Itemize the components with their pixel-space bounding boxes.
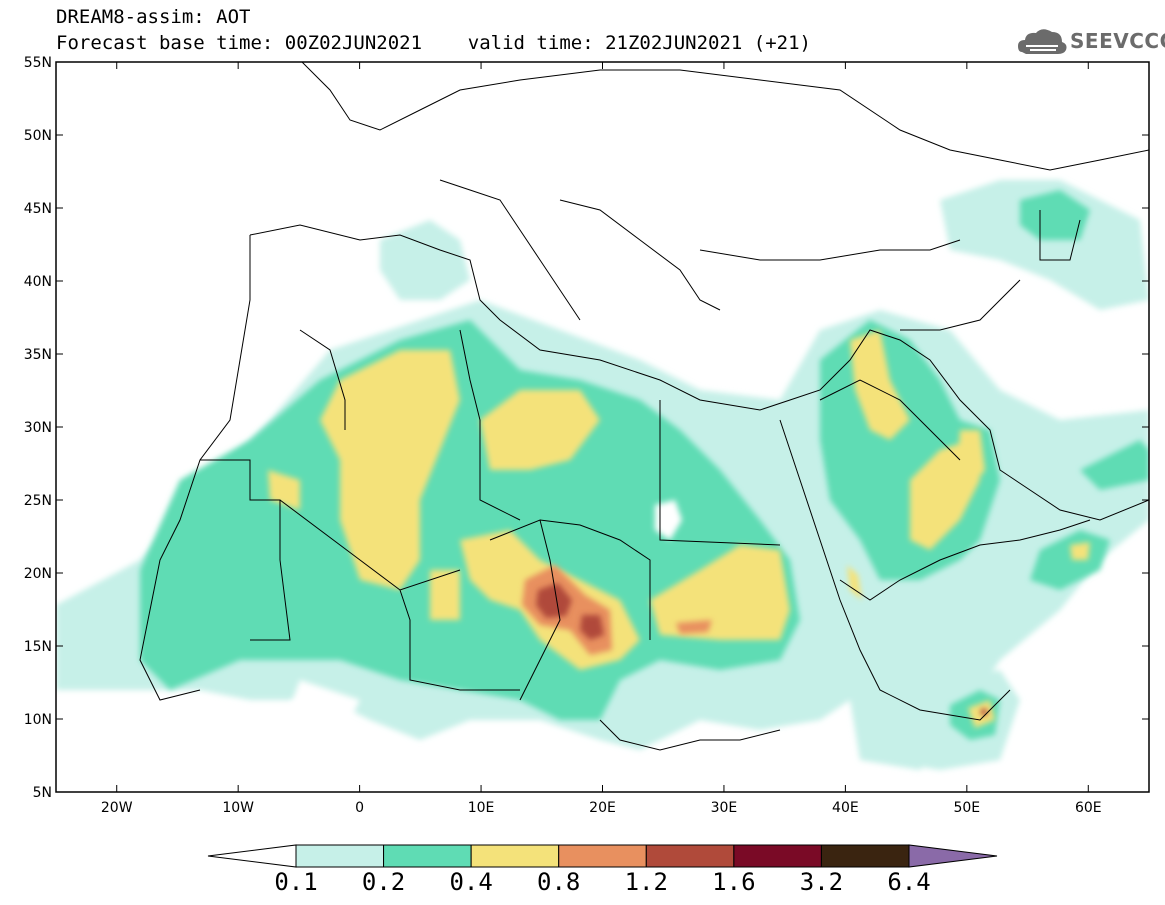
logo-text: SEEVCCC xyxy=(1070,29,1165,53)
colorbar-box xyxy=(295,844,385,868)
lat-tick-label: 5N xyxy=(33,785,52,801)
colorbar-label: 0.8 xyxy=(537,868,581,896)
lat-tick-label: 20N xyxy=(24,566,52,582)
lat-tick-label: 30N xyxy=(24,420,52,436)
lon-tick-label: 0 xyxy=(355,800,364,816)
lat-tick-label: 10N xyxy=(24,712,52,728)
lon-tick-label: 50E xyxy=(953,800,980,816)
lat-tick-label: 35N xyxy=(24,347,52,363)
colorbar-box xyxy=(733,844,822,868)
aot-field xyxy=(56,180,1149,790)
colorbar-box xyxy=(645,844,735,868)
colorbar-label: 3.2 xyxy=(799,868,844,896)
lon-tick-label: 60E xyxy=(1075,800,1102,816)
colorbar-box xyxy=(820,844,910,868)
colorbar-label: 6.4 xyxy=(887,868,931,896)
lon-tick-label: 10W xyxy=(222,800,254,816)
coastlines xyxy=(139,62,1149,751)
lon-axis: 20W 10W 0 10E 20E 30E 40E 50E 60E xyxy=(101,62,1102,816)
lon-tick-label: 10E xyxy=(468,800,495,816)
colorbar-box xyxy=(558,844,647,868)
lat-tick-label: 40N xyxy=(24,274,52,290)
chart-title: DREAM8-assim: AOT xyxy=(56,6,251,28)
colorbar-under-triangle xyxy=(207,844,297,868)
colorbar-label: 0.4 xyxy=(449,868,493,896)
lon-tick-label: 40E xyxy=(832,800,859,816)
colorbar-box xyxy=(470,844,560,868)
colorbar-label: 1.2 xyxy=(624,868,668,896)
lat-tick-label: 15N xyxy=(24,639,52,655)
lat-tick-label: 55N xyxy=(24,55,52,71)
lat-tick-label: 50N xyxy=(24,128,52,144)
lat-tick-label: 25N xyxy=(24,493,52,509)
forecast-time-line: Forecast base time: 00Z02JUN2021 valid t… xyxy=(56,32,811,54)
colorbar-box xyxy=(383,844,472,868)
lon-tick-label: 30E xyxy=(711,800,738,816)
colorbar-label: 1.6 xyxy=(712,868,756,896)
lat-tick-label: 45N xyxy=(24,201,52,217)
colorbar-over-triangle xyxy=(908,844,998,868)
colorbar-label: 0.1 xyxy=(274,868,318,896)
colorbar xyxy=(207,844,998,868)
colorbar-label: 0.2 xyxy=(361,868,406,896)
lat-axis: 55N 50N 45N 40N 35N 30N 25N 20N 15N 10N 5N xyxy=(24,55,1149,801)
cloud-icon xyxy=(1018,29,1067,54)
lon-tick-label: 20E xyxy=(589,800,616,816)
lon-tick-label: 20W xyxy=(101,800,133,816)
